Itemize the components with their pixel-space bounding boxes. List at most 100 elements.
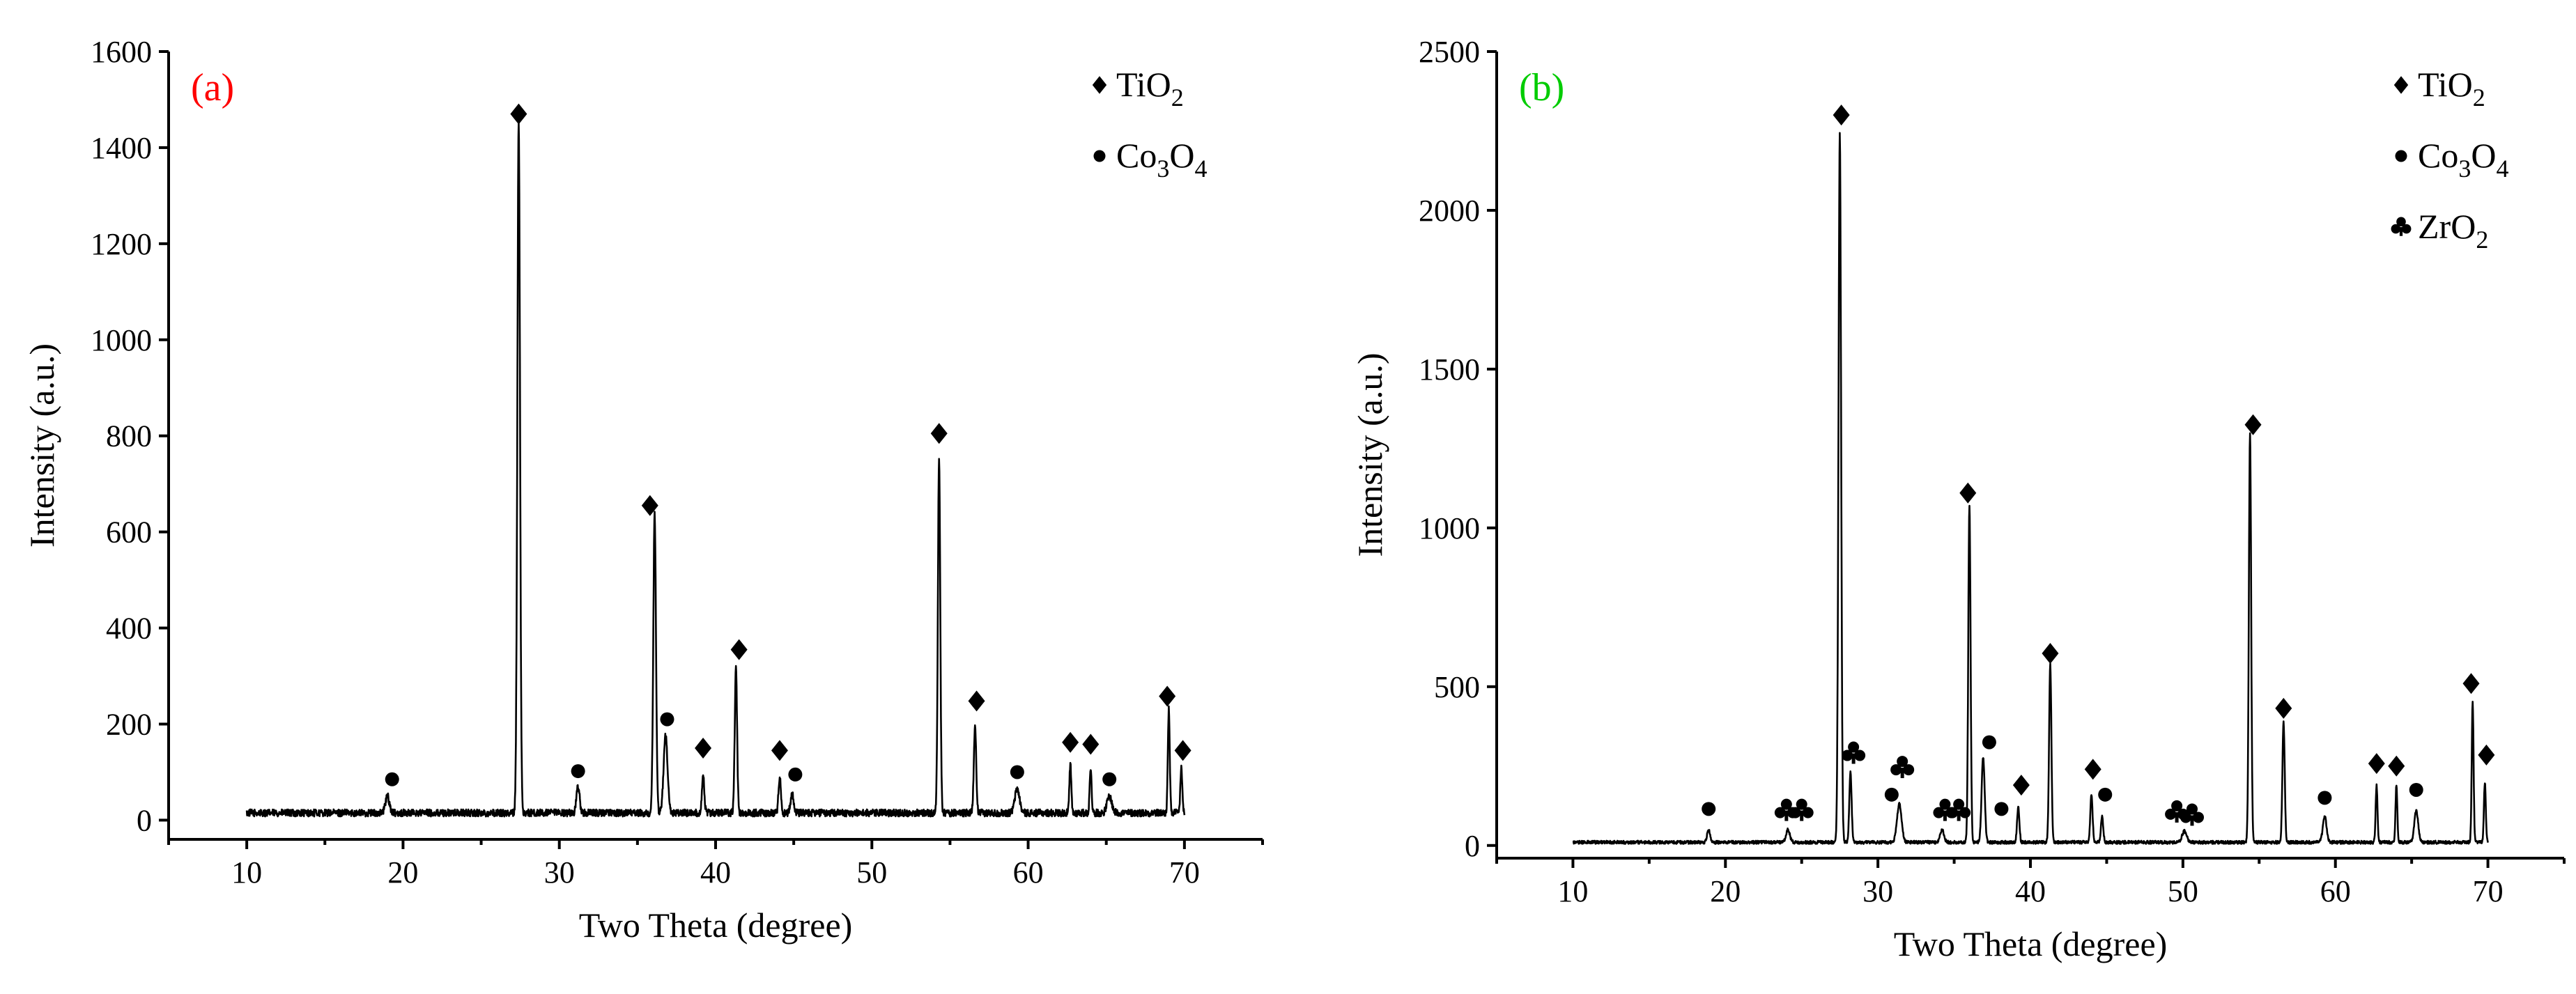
diamond-marker — [1174, 740, 1191, 761]
y-tick-label: 1000 — [91, 323, 152, 357]
x-tick-label: 20 — [387, 855, 418, 890]
diamond-marker — [1833, 104, 1850, 126]
diamond-marker — [2244, 414, 2262, 435]
club-marker — [1789, 798, 1814, 821]
circle-marker — [2098, 787, 2113, 802]
club-leaf — [1939, 798, 1951, 810]
x-tick-label: 40 — [2015, 874, 2046, 908]
club-leaf — [1890, 764, 1902, 776]
legend-club-marker — [2391, 217, 2412, 236]
x-tick-label: 30 — [1862, 874, 1893, 908]
club-stem — [1800, 810, 1804, 821]
club-leaf — [2165, 808, 2177, 820]
club-leaf — [2186, 803, 2198, 815]
legend-subscript: 2 — [1171, 84, 1184, 111]
circle-marker — [1702, 802, 1716, 816]
diamond-marker — [641, 495, 658, 516]
club-leaf — [2192, 811, 2204, 823]
diamond-marker — [930, 423, 948, 444]
y-tick-label: 600 — [106, 515, 152, 550]
club-stem — [1900, 768, 1904, 779]
legend-subscript: 2 — [2476, 226, 2488, 254]
diamond-marker — [771, 740, 788, 761]
panel-label-a: (a) — [191, 66, 234, 109]
club-leaf — [1903, 764, 1915, 776]
x-tick-label: 40 — [700, 855, 731, 890]
y-tick-label: 2500 — [1419, 35, 1480, 69]
legend-text-part: Co — [2418, 136, 2458, 175]
club-leaf — [1802, 807, 1814, 818]
x-tick-label: 10 — [1557, 874, 1588, 908]
club-marker — [1947, 798, 1971, 821]
x-tick-label: 50 — [2168, 874, 2198, 908]
legend-subscript: 2 — [2473, 84, 2485, 111]
circle-marker — [660, 712, 674, 727]
y-tick-label: 1400 — [91, 131, 152, 165]
legend-text-part: Co — [1116, 136, 1157, 175]
diamond-marker — [2368, 753, 2385, 775]
xrd-trace-a — [245, 121, 1186, 818]
legend-text-part: O — [2471, 136, 2496, 175]
legend-circle-marker — [1093, 150, 1106, 162]
diamond-marker — [1082, 733, 1100, 755]
legend-text-part: TiO — [2418, 65, 2473, 104]
diamond-marker — [1959, 482, 1977, 504]
club-leaf — [2396, 217, 2406, 227]
club-stem — [2399, 227, 2403, 236]
club-leaf — [1780, 798, 1792, 810]
club-leaf — [1953, 798, 1965, 810]
circle-marker — [2317, 791, 2332, 805]
legend-subscript: 4 — [1194, 155, 1207, 183]
club-leaf — [1854, 750, 1866, 761]
diamond-marker — [2084, 759, 2101, 780]
diamond-marker — [1159, 685, 1176, 707]
club-leaf — [1933, 807, 1945, 818]
legend-circle-marker — [2395, 150, 2407, 162]
club-leaf — [2171, 800, 2183, 811]
legend-entry: Co3O4 — [2418, 136, 2508, 183]
legend-subscript: 3 — [1157, 155, 1169, 183]
legend-entry: TiO2 — [1116, 65, 1184, 111]
club-leaf — [2180, 811, 2191, 823]
club-stem — [2190, 815, 2194, 826]
club-leaf — [1842, 750, 1853, 761]
club-marker — [1842, 741, 1866, 764]
y-tick-label: 400 — [106, 612, 152, 646]
diamond-marker — [1062, 731, 1079, 753]
legend-diamond-marker — [2393, 76, 2409, 94]
diamond-marker — [2462, 673, 2480, 694]
diamond-marker — [968, 690, 985, 712]
diamond-marker — [510, 103, 527, 125]
x-tick-label: 60 — [2320, 874, 2351, 908]
legend-diamond-marker — [1092, 76, 1107, 94]
y-tick-label: 200 — [106, 707, 152, 741]
club-stem — [1784, 810, 1789, 821]
x-tick-label: 30 — [544, 855, 575, 890]
chart-panel-b: 0 500 1000 1500 2000 2500 10 20 30 40 50 60 70 Two Th… — [1350, 35, 2566, 963]
club-leaf — [2401, 224, 2412, 234]
chart-panel-a: 0 200 400 600 800 1000 1200 1400 1600 10 20 30 40 50 6… — [22, 35, 1264, 945]
legend-subscript: 3 — [2458, 155, 2471, 183]
y-axis-title: Intensity (a.u.) — [22, 343, 61, 548]
circle-marker — [1982, 735, 1996, 750]
club-marker — [1890, 756, 1915, 779]
legend-entry: TiO2 — [2418, 65, 2485, 111]
legend-subscript: 4 — [2496, 155, 2508, 183]
club-stem — [1943, 810, 1947, 821]
diamond-marker — [2042, 642, 2059, 664]
y-axis-title: Intensity (a.u.) — [1350, 353, 1389, 557]
club-stem — [2175, 811, 2179, 823]
x-tick-label: 20 — [1710, 874, 1741, 908]
x-tick-label: 70 — [1169, 855, 1200, 890]
y-tick-label: 2000 — [1419, 194, 1480, 228]
x-axis-title: Two Theta (degree) — [1894, 924, 2168, 963]
xrd-trace-b — [1572, 132, 2489, 845]
diamond-marker — [2275, 697, 2292, 719]
legend-text-part: ZrO — [2418, 207, 2476, 246]
x-tick-label: 70 — [2473, 874, 2504, 908]
panel-label-b: (b) — [1519, 66, 1564, 109]
club-leaf — [1774, 807, 1786, 818]
club-stem — [1851, 753, 1856, 764]
y-tick-label: 1200 — [91, 227, 152, 261]
